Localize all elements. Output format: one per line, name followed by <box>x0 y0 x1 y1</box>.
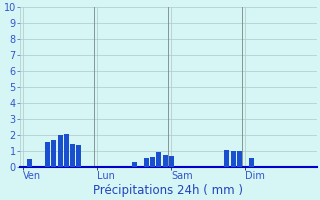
Bar <box>163 155 168 167</box>
Bar <box>45 142 50 167</box>
Bar <box>70 144 75 167</box>
Bar <box>169 156 174 167</box>
Bar <box>150 157 155 167</box>
Bar <box>132 162 137 167</box>
Bar <box>27 159 32 167</box>
Bar <box>144 158 149 167</box>
Bar <box>52 140 56 167</box>
Bar <box>76 145 81 167</box>
Bar <box>58 135 62 167</box>
Bar <box>237 151 242 167</box>
Bar <box>231 151 236 167</box>
Bar <box>156 152 161 167</box>
Bar <box>64 134 69 167</box>
Bar <box>249 158 254 167</box>
Bar <box>224 150 229 167</box>
X-axis label: Précipitations 24h ( mm ): Précipitations 24h ( mm ) <box>93 184 243 197</box>
